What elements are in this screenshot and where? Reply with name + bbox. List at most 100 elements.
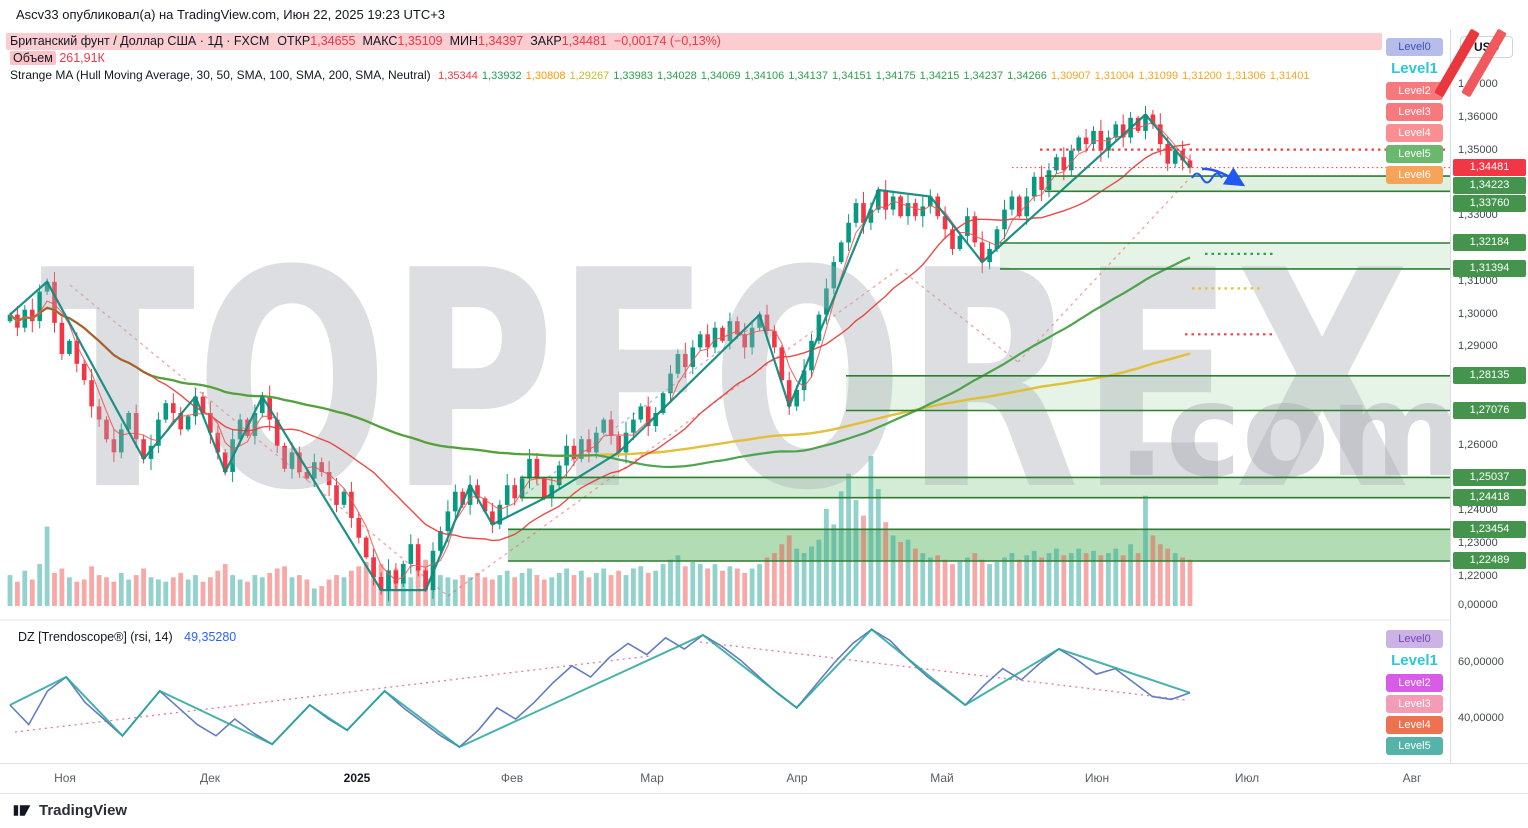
price-level-badge: 1,31394 — [1453, 260, 1526, 278]
ma-value: 1,34069 — [700, 70, 741, 82]
ma-value: 1,34266 — [1007, 70, 1047, 82]
ma-value: 1,31401 — [1269, 70, 1310, 82]
level-badge-level4: Level4 — [1386, 716, 1443, 734]
price-tick: 1,24000 — [1458, 504, 1498, 517]
ma-value: 1,35344 — [438, 70, 478, 82]
support-zones — [508, 176, 1450, 561]
ma-value: 1,34237 — [963, 70, 1004, 82]
ma-values: 1,35344 1,33932 1,30808 1,29267 1,33983 1,340… — [438, 70, 1313, 82]
time-axis-label: Мар — [640, 771, 664, 785]
watermark-text: TOPFOREX.com — [40, 207, 1450, 556]
rsi-zigzag-line — [9, 628, 1191, 749]
ma-indicator-label: Strange MA (Hull Moving Average, 30, 50,… — [10, 68, 431, 82]
price-level-badge: 1,22489 — [1453, 552, 1526, 570]
ma-value: 1,31306 — [1225, 70, 1266, 82]
symbol-legend-row[interactable]: Британский фунт / Доллар США · 1Д · FXCM… — [10, 34, 721, 48]
time-axis-label: Апр — [786, 771, 808, 785]
oscillator-title: DZ [Trendoscope®] (rsi, 14) — [18, 630, 173, 644]
ma-value: 1,34151 — [832, 70, 872, 82]
volume-legend-row[interactable]: Объем 261,91К — [10, 51, 105, 65]
price-level-badge: 1,33760 — [1453, 195, 1526, 213]
ma-value: 1,31200 — [1182, 70, 1222, 82]
price-tick: 1,30000 — [1458, 307, 1498, 320]
time-axis-label: Май — [930, 771, 954, 785]
ma-value: 1,34028 — [656, 70, 697, 82]
ma-legend-row[interactable]: Strange MA (Hull Moving Average, 30, 50,… — [10, 68, 1317, 82]
ohlc-item: МИН1,34397 — [449, 34, 524, 48]
level-badge-level0: Level0 — [1386, 38, 1443, 56]
volume-zero-tick: 0,00000 — [1458, 599, 1498, 611]
ohlc-item: ЗАКР1,34481 — [530, 34, 607, 48]
time-axis-label: Июн — [1084, 771, 1110, 785]
pattern-dotted-lines — [69, 179, 1189, 597]
footer-bar: TradingView — [0, 793, 1528, 828]
level-badge-level3: Level3 — [1386, 103, 1443, 121]
time-axis-label: Фев — [500, 771, 524, 785]
level-badge-level1: Level1 — [1391, 652, 1438, 669]
price-tick: 1,26000 — [1458, 438, 1498, 451]
time-axis[interactable]: Ноя Дек 2025 Фев Мар Апр Май Июн Июл Авг — [0, 763, 1528, 793]
ma-value: 1,34215 — [919, 70, 960, 82]
chart-area[interactable]: TOPFOREX .com Британский фунт / Доллар СШ… — [0, 30, 1450, 763]
level-badge-level2: Level2 — [1386, 674, 1443, 692]
price-level-badge: 1,34223 — [1453, 177, 1526, 195]
ohlc-item: МАКС1,35109 — [362, 34, 443, 48]
tradingview-brand-text: TradingView — [39, 802, 128, 819]
price-tick: 1,33000 — [1458, 209, 1498, 222]
price-level-badge: 1,24418 — [1453, 489, 1526, 507]
level-badge-level2: Level2 — [1386, 82, 1443, 100]
level-badge-level0: Level0 — [1386, 630, 1443, 648]
volume-label: Объем — [10, 51, 56, 65]
ma-value: 1,30808 — [525, 70, 566, 82]
volume-value: 261,91К — [59, 51, 105, 65]
level-badge-level3: Level3 — [1386, 695, 1443, 713]
level-lines — [508, 175, 1450, 562]
zigzag-line — [9, 112, 1191, 592]
oscillator-tick: 40,00000 — [1458, 712, 1504, 724]
price-level-badge: 1,25037 — [1453, 468, 1526, 486]
arrow-annotation[interactable] — [1191, 167, 1246, 187]
symbol-row-highlight — [6, 33, 1382, 50]
time-axis-label: Авг — [1402, 771, 1422, 785]
level-badge-level6: Level6 — [1386, 166, 1443, 184]
price-axis[interactable]: USD 1,370001,360001,350001,330001,310001… — [1450, 30, 1528, 763]
ohlc-item: ОТКР1,34655 — [277, 34, 356, 48]
rsi-line — [9, 628, 1191, 748]
change-value: −0,00174 (−0,13%) — [613, 34, 721, 48]
price-tick: 1,29000 — [1458, 340, 1498, 353]
time-axis-label: Июл — [1234, 771, 1260, 785]
ma-value: 1,33983 — [613, 70, 653, 82]
level-badge-level5: Level5 — [1386, 737, 1443, 755]
time-axis-label: 2025 — [343, 771, 371, 785]
price-tick: 1,23000 — [1458, 537, 1498, 550]
price-chart-canvas[interactable]: TOPFOREX.com — [0, 30, 1450, 763]
time-axis-label: Дек — [199, 771, 221, 785]
price-level-badge: 1,32184 — [1453, 234, 1526, 252]
ma-value: 1,34137 — [788, 70, 829, 82]
ma-value: 1,33932 — [481, 70, 522, 82]
level-badge-level1: Level1 — [1391, 60, 1438, 77]
oscillator-legend-row[interactable]: DZ [Trendoscope®] (rsi, 14) 49,35280 — [18, 630, 236, 644]
attribution-text: Ascv33 опубликовал(а) на TradingView.com… — [16, 7, 446, 22]
oscillator-value: 49,35280 — [184, 630, 237, 644]
projection-dotted-lines — [1012, 148, 1450, 336]
ma-value: 1,29267 — [569, 70, 610, 82]
ma-value: 1,31099 — [1138, 70, 1179, 82]
ma-value: 1,30907 — [1050, 70, 1091, 82]
symbol-title: Британский фунт / Доллар США · 1Д · FXCM — [10, 34, 270, 48]
price-level-badge: 1,28135 — [1453, 367, 1526, 385]
price-level-badge: 1,23454 — [1453, 520, 1526, 538]
tradingview-logo-link[interactable]: TradingView — [12, 800, 127, 821]
ma-value: 1,34106 — [744, 70, 785, 82]
price-tick: 1,35000 — [1458, 143, 1498, 156]
oscillator-tick: 60,00000 — [1458, 656, 1504, 668]
price-tick: 1,22000 — [1458, 570, 1498, 582]
price-level-badge: 1,27076 — [1453, 402, 1526, 419]
level-badge-level4: Level4 — [1386, 124, 1443, 142]
price-level-badge: 1,34481 — [1453, 159, 1526, 177]
volume-bars — [7, 456, 1193, 606]
time-axis-label: Ноя — [54, 771, 76, 785]
tradingview-icon — [13, 805, 31, 816]
price-tick: 1,36000 — [1458, 110, 1498, 123]
